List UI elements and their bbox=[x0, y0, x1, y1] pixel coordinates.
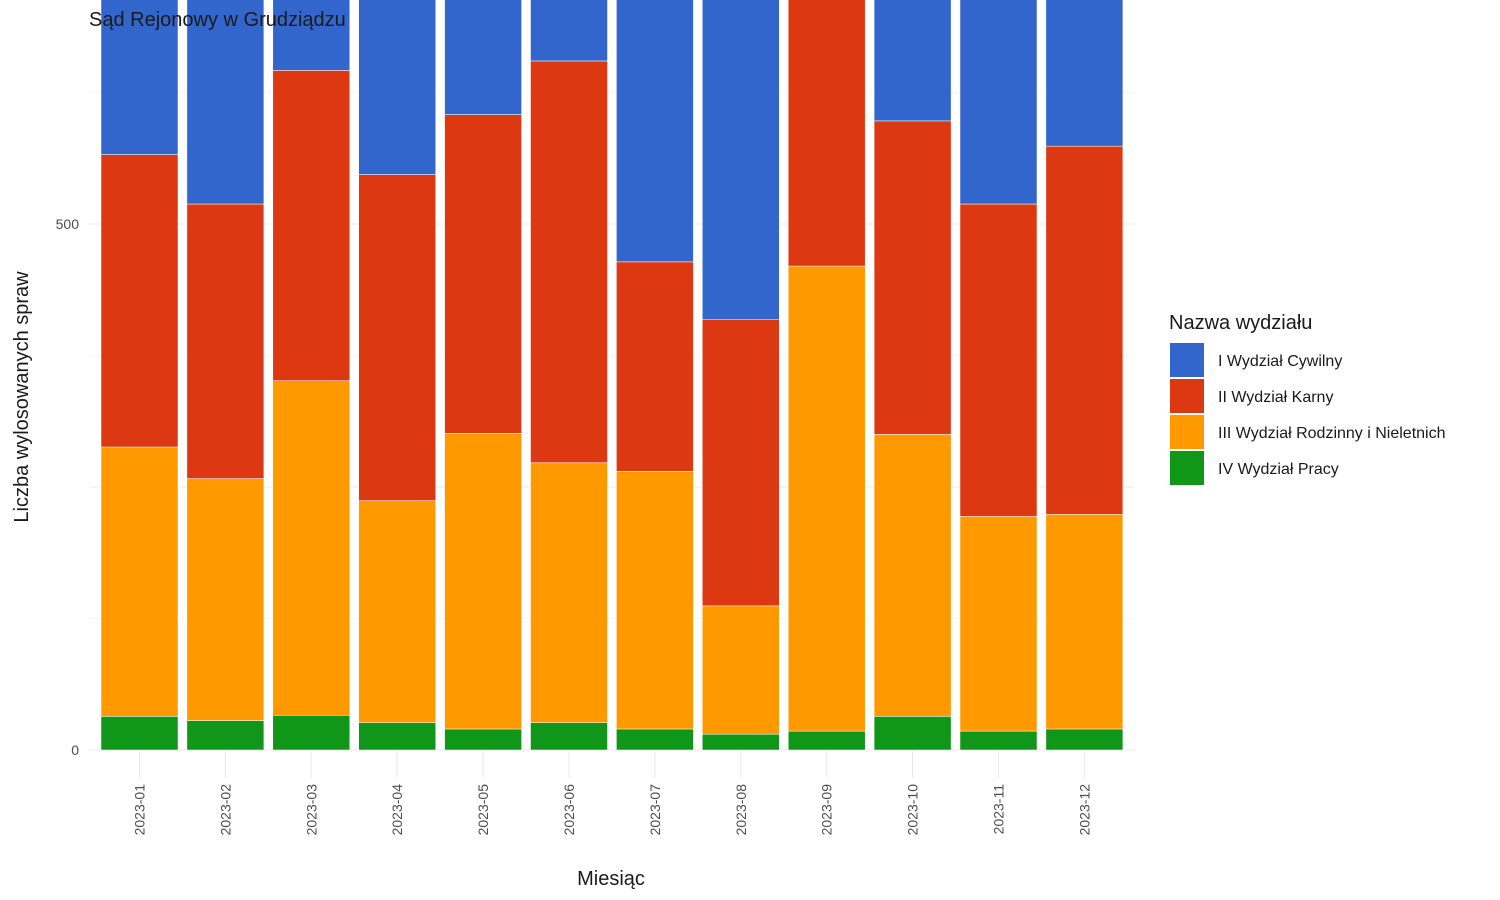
bar-segment bbox=[358, 0, 436, 175]
bar-segment bbox=[272, 70, 351, 381]
bar-segment bbox=[444, 114, 522, 434]
bar-segment bbox=[100, 716, 179, 751]
bar-segment bbox=[959, 730, 1038, 751]
bar-segment bbox=[616, 261, 694, 472]
bar-segment bbox=[873, 434, 952, 717]
bar-segment bbox=[358, 174, 436, 501]
bar-segment bbox=[787, 265, 866, 732]
bar-segment bbox=[1045, 514, 1124, 730]
x-tick-label: 2023-05 bbox=[475, 784, 491, 836]
bar-segment bbox=[959, 203, 1038, 517]
bar-segment bbox=[358, 500, 436, 723]
bar-segment bbox=[702, 605, 780, 735]
bar-segment bbox=[530, 462, 608, 723]
legend-items: I Wydział Cywilny II Wydział Karny III Wyd… bbox=[1170, 343, 1446, 485]
bar-segment bbox=[358, 722, 436, 751]
x-axis-title: Miesiąc bbox=[577, 868, 645, 890]
bar-segment bbox=[186, 0, 265, 205]
bar-segment bbox=[530, 722, 608, 751]
bar-segment bbox=[444, 433, 522, 730]
bar-segment bbox=[530, 0, 608, 62]
bars bbox=[100, 0, 1124, 751]
legend-label: II Wydział Karny bbox=[1218, 389, 1333, 406]
chart-title: Sąd Rejonowy w Grudziądzu bbox=[89, 9, 346, 31]
legend-label: I Wydział Cywilny bbox=[1218, 353, 1342, 370]
y-axis-ticks: 05001000 bbox=[56, 216, 80, 758]
legend-swatch bbox=[1170, 343, 1204, 377]
y-tick-label: 500 bbox=[56, 216, 80, 232]
x-tick-label: 2023-02 bbox=[217, 784, 233, 836]
legend-swatch bbox=[1170, 379, 1204, 413]
bar-segment bbox=[100, 446, 179, 717]
bar-segment bbox=[616, 0, 694, 263]
bar-segment bbox=[787, 730, 866, 751]
bar-segment bbox=[787, 0, 866, 267]
x-tick-label: 2023-08 bbox=[733, 784, 749, 836]
legend-swatch bbox=[1170, 451, 1204, 485]
bar-segment bbox=[1045, 728, 1124, 751]
x-tick-label: 2023-11 bbox=[991, 784, 1007, 835]
bar-segment bbox=[873, 0, 952, 122]
x-tick-label: 2023-12 bbox=[1076, 784, 1092, 836]
bar-segment bbox=[530, 60, 608, 464]
x-tick-label: 2023-01 bbox=[132, 784, 148, 836]
bar-segment bbox=[272, 380, 351, 716]
bar-segment bbox=[1045, 0, 1124, 147]
x-axis-ticks: 2023-01 2023-02 2023-03 2023-04 2023-05 2023-… bbox=[132, 784, 1093, 836]
bar-segment bbox=[186, 203, 265, 479]
bar-segment bbox=[616, 470, 694, 730]
bar-segment bbox=[272, 0, 351, 71]
bar-segment bbox=[1045, 145, 1124, 515]
bar-segment bbox=[702, 0, 780, 320]
x-tick-label: 2023-09 bbox=[819, 784, 835, 836]
legend-swatch bbox=[1170, 415, 1204, 449]
x-tick-label: 2023-03 bbox=[303, 784, 319, 836]
bar-segment bbox=[100, 0, 179, 155]
x-tick-label: 2023-10 bbox=[905, 784, 921, 836]
bar-segment bbox=[100, 154, 179, 448]
bar-segment bbox=[616, 728, 694, 751]
bar-segment bbox=[186, 720, 265, 751]
x-tick-label: 2023-06 bbox=[561, 784, 577, 836]
bar-segment bbox=[959, 0, 1038, 205]
bar-segment bbox=[959, 516, 1038, 732]
x-tick-label: 2023-04 bbox=[389, 784, 405, 836]
bar-segment bbox=[272, 715, 351, 751]
legend-label: IV Wydział Pracy bbox=[1218, 461, 1339, 478]
y-tick-label: 0 bbox=[71, 742, 79, 758]
bar-segment bbox=[186, 478, 265, 721]
bar-segment bbox=[873, 120, 952, 435]
legend-label: III Wydział Rodzinny i Nieletnich bbox=[1218, 425, 1446, 442]
y-axis-title: Liczba wylosowanych spraw bbox=[11, 271, 33, 523]
bar-segment bbox=[444, 728, 522, 751]
bar-segment bbox=[702, 319, 780, 607]
bar-segment bbox=[702, 733, 780, 751]
legend-title: Nazwa wydziału bbox=[1169, 312, 1312, 334]
x-tick-label: 2023-07 bbox=[647, 784, 663, 836]
bar-segment bbox=[444, 0, 522, 115]
bar-segment bbox=[873, 716, 952, 751]
legend: Nazwa wydziału I Wydział Cywilny II Wydzi… bbox=[1169, 312, 1446, 485]
